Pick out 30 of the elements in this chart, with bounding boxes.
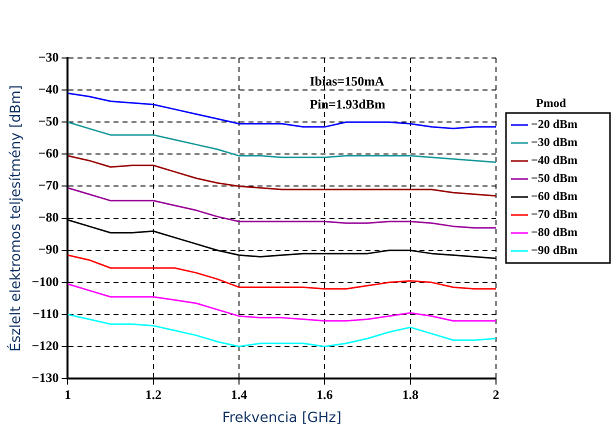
legend-label: −20 dBm <box>531 117 578 132</box>
x-tick-label: 1 <box>64 386 71 402</box>
annotation: Ibias=150mA <box>310 73 385 88</box>
y-tick-label: −130 <box>32 370 59 385</box>
y-tick-label: −100 <box>32 274 59 289</box>
y-tick-label: −80 <box>38 210 59 225</box>
x-axis-title: Frekvencia [GHz] <box>222 410 342 426</box>
legend-label: −80 dBm <box>531 225 578 240</box>
legend-label: −30 dBm <box>531 135 578 150</box>
y-tick-label: −90 <box>38 242 59 257</box>
legend-label: −50 dBm <box>531 171 578 186</box>
y-tick-label: −120 <box>32 338 59 353</box>
legend-label: −70 dBm <box>531 207 578 222</box>
x-tick-label: 1.8 <box>402 386 419 402</box>
x-tick-label: 1.2 <box>145 386 162 402</box>
legend-title: Pmod <box>536 96 566 110</box>
y-axis-title: Észlelt elektromos teljesítmény [dBm] <box>7 85 24 352</box>
legend-label: −90 dBm <box>531 243 578 258</box>
y-tick-label: −70 <box>38 178 59 193</box>
y-tick-label: −60 <box>38 146 59 161</box>
legend-label: −40 dBm <box>531 153 578 168</box>
x-tick-label: 2 <box>492 386 500 402</box>
x-tick-label: 1.6 <box>316 386 334 402</box>
annotation: Pin=1.93dBm <box>310 96 386 112</box>
y-tick-label: −40 <box>38 81 59 96</box>
x-tick-label: 1.4 <box>230 386 248 402</box>
y-tick-label: −110 <box>32 306 59 321</box>
legend-label: −60 dBm <box>531 189 578 204</box>
y-tick-label: −50 <box>38 113 59 128</box>
y-tick-label: −30 <box>38 49 59 64</box>
